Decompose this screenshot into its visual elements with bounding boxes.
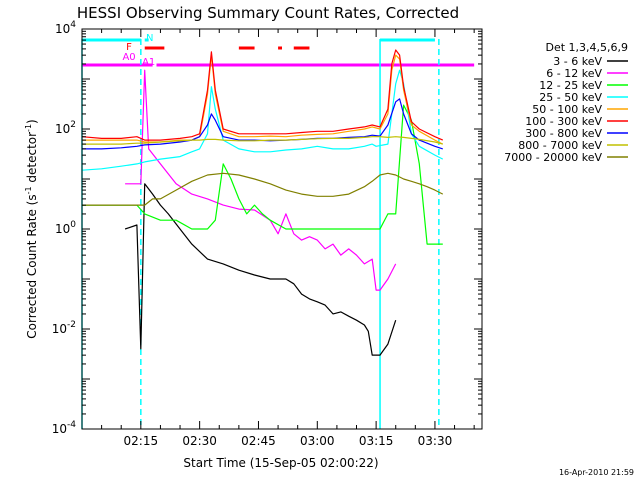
flag-label: A1 xyxy=(142,57,155,68)
x-tick-label: 02:15 xyxy=(124,434,159,448)
x-tick-label: 03:15 xyxy=(359,434,394,448)
series-line xyxy=(82,172,444,206)
plot-frame xyxy=(81,28,483,430)
legend-label: 6 - 12 keV xyxy=(546,67,602,80)
legend-label: 50 - 100 keV xyxy=(532,103,602,116)
legend-label: 25 - 50 keV xyxy=(539,91,602,104)
y-tick-label: 10-4 xyxy=(52,420,77,436)
series-layer xyxy=(81,49,444,356)
y-tick-label: 100 xyxy=(55,220,76,236)
legend-label: 3 - 6 keV xyxy=(553,55,602,68)
series-line xyxy=(82,136,443,145)
x-tick-label: 02:30 xyxy=(182,434,217,448)
x-tick-label: 03:30 xyxy=(418,434,453,448)
y-axis-label: Corrected Count Rate (s-1 detector-1) xyxy=(24,119,39,338)
series-line xyxy=(81,69,444,171)
y-axis-label-end: ) xyxy=(25,119,39,124)
flag-label: F xyxy=(126,42,132,53)
legend-label: 7000 - 20000 keV xyxy=(504,151,602,164)
x-axis-label: Start Time (15-Sep-05 02:00:22) xyxy=(183,456,378,470)
y-axis-label-sup2: -1 xyxy=(24,124,33,132)
x-ticks: 02:15 02:30 02:45 03:00 03:15 03:30 xyxy=(81,29,475,448)
series-line xyxy=(81,49,444,141)
chart-title: HESSI Observing Summary Count Rates, Cor… xyxy=(77,4,459,22)
vertical-markers xyxy=(81,39,440,429)
series-line xyxy=(82,104,443,245)
series-line xyxy=(124,183,397,356)
legend-label: 12 - 25 keV xyxy=(539,79,602,92)
y-axis-label-main: Corrected Count Rate (s xyxy=(25,194,39,338)
series-line xyxy=(125,69,397,291)
y-tick-label: 102 xyxy=(55,120,76,136)
y-tick-label: 10-2 xyxy=(52,320,76,336)
flag-label: N xyxy=(146,33,153,44)
x-tick-label: 03:00 xyxy=(300,434,335,448)
x-tick-label: 02:45 xyxy=(241,434,276,448)
timestamp: 16-Apr-2010 21:59 xyxy=(559,468,634,477)
legend-title: Det 1,3,4,5,6,9 xyxy=(545,41,628,54)
flag-label: A0 xyxy=(122,52,135,63)
legend-label: 100 - 300 keV xyxy=(525,115,602,128)
legend-label: 800 - 7000 keV xyxy=(518,139,602,152)
y-axis-label-mid: detector xyxy=(25,132,39,187)
legend-label: 300 - 800 keV xyxy=(525,127,602,140)
y-axis-label-sup1: -1 xyxy=(24,186,33,194)
y-tick-label: 104 xyxy=(55,20,76,36)
y-ticks: 10-4 10-2 100 102 104 xyxy=(52,20,482,436)
